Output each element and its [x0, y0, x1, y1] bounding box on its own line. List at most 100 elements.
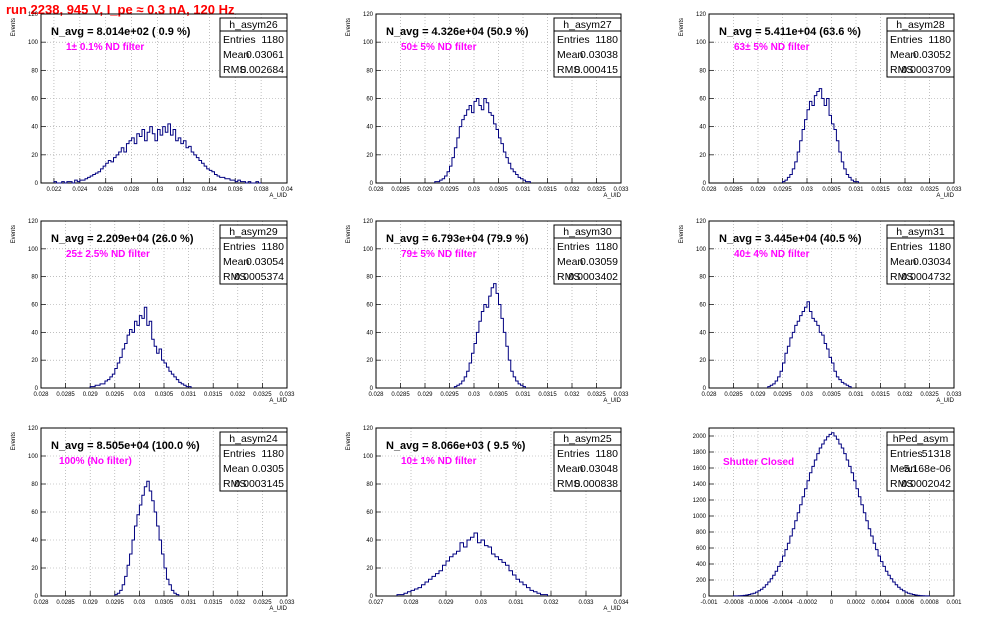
y-tick-label: 0	[370, 386, 374, 392]
stats-box	[553, 30, 622, 78]
histogram-name: h_asym27	[563, 19, 612, 31]
y-tick-label: 80	[366, 482, 373, 488]
y-tick-label: 2000	[693, 434, 707, 440]
x-tick-label: 0.029	[438, 600, 454, 606]
plot-frame	[40, 427, 288, 597]
x-tick-label: 0.0295	[773, 392, 792, 398]
y-tick-label: 20	[366, 358, 373, 364]
x-tick-label: 0.0305	[489, 392, 508, 398]
filter-note: 50± 5% ND filter	[401, 42, 477, 53]
histogram-name: h_asym29	[229, 226, 278, 238]
x-tick-label: 0.032	[897, 187, 913, 193]
histogram-panel: 0.028 0.0285 0.029 0.0295 0.03 0.0305 0.031 0.0…	[11, 219, 295, 404]
x-tick-label: 0.04	[281, 187, 293, 193]
histogram-title: N_avg = 4.326e+04 (50.9 %)	[386, 26, 529, 38]
x-tick-label: 0.029	[750, 392, 766, 398]
y-tick-label: 100	[696, 247, 707, 253]
y-tick-label: 20	[31, 153, 38, 159]
stats-box	[219, 444, 288, 492]
x-tick-label: 0.032	[897, 392, 913, 398]
x-tick-label: 0.032	[176, 187, 192, 193]
y-tick-label: 120	[696, 219, 707, 225]
y-tick-label: 20	[366, 566, 373, 572]
mean-label: Mean	[223, 463, 249, 475]
x-tick-label: 0.0004	[871, 600, 890, 606]
y-tick-label: 120	[28, 426, 39, 432]
rms-label: RMS	[557, 271, 580, 283]
x-tick-label: 0.029	[83, 392, 99, 398]
x-axis-label: A_UID	[269, 398, 287, 404]
y-tick-label: 80	[31, 275, 38, 281]
y-tick-label: 100	[28, 40, 39, 46]
x-tick-label: 0.03	[801, 392, 813, 398]
x-tick-label: 0.022	[46, 187, 62, 193]
y-tick-label: 120	[363, 12, 374, 18]
x-tick-label: 0	[830, 600, 834, 606]
entries-value: 1180	[261, 241, 284, 253]
x-tick-label: 0.038	[254, 187, 270, 193]
x-tick-label: 0.033	[578, 600, 594, 606]
x-tick-label: 0.03	[134, 392, 146, 398]
x-axis-label: A_UID	[269, 606, 287, 612]
y-tick-label: 100	[696, 40, 707, 46]
x-tick-label: -0.0008	[723, 600, 744, 606]
x-tick-label: 0.0315	[204, 600, 223, 606]
y-axis-label: Events	[11, 225, 17, 243]
histogram-title: N_avg = 6.793e+04 (79.9 %)	[386, 233, 529, 245]
rms-label: RMS	[223, 64, 246, 76]
y-tick-label: 100	[363, 454, 374, 460]
mean-value: -5.168e-06	[900, 463, 951, 475]
x-tick-label: 0.0325	[920, 187, 939, 193]
mean-value: 0.03034	[913, 256, 951, 268]
y-tick-label: 120	[696, 12, 707, 18]
stats-box	[553, 444, 622, 492]
x-tick-label: 0.03	[134, 600, 146, 606]
y-tick-label: 40	[366, 125, 373, 131]
histogram-title: N_avg = 8.505e+04 (100.0 %)	[51, 440, 200, 452]
y-tick-label: 0	[35, 181, 39, 187]
histogram-series	[89, 306, 192, 388]
histogram-series	[53, 123, 262, 184]
histogram-series	[767, 301, 852, 388]
y-tick-label: 80	[699, 68, 706, 74]
plot-frame	[40, 220, 288, 389]
rms-label: RMS	[557, 64, 580, 76]
plot-frame	[375, 427, 622, 597]
y-tick-label: 100	[28, 247, 39, 253]
x-tick-label: 0.03	[468, 392, 480, 398]
rms-label: RMS	[223, 478, 246, 490]
x-tick-label: 0.0305	[155, 392, 174, 398]
histogram-title: N_avg = 8.066e+03 ( 9.5 %)	[386, 440, 526, 452]
x-tick-label: 0.033	[946, 187, 962, 193]
histogram-title: N_avg = 8.014e+02 ( 0.9 %)	[51, 26, 191, 38]
filter-note: Shutter Closed	[723, 457, 794, 468]
x-tick-label: 0.0305	[822, 187, 841, 193]
x-tick-label: 0.0325	[920, 392, 939, 398]
entries-value: 1180	[928, 34, 951, 46]
rms-value: 0.0002042	[901, 478, 951, 490]
x-tick-label: 0.031	[515, 187, 531, 193]
y-tick-label: 40	[366, 330, 373, 336]
x-tick-label: 0.031	[181, 392, 197, 398]
rms-value: 0.0003402	[568, 271, 618, 283]
y-tick-label: 200	[696, 578, 707, 584]
mean-label: Mean	[890, 49, 916, 61]
y-tick-label: 40	[699, 125, 706, 131]
rms-value: 0.002684	[240, 64, 284, 76]
plot-frame	[375, 13, 622, 184]
histogram-panel: 0.027 0.028 0.029 0.03 0.031 0.032 0.033 0.034 0…	[346, 426, 629, 612]
y-axis-label: Events	[346, 432, 352, 450]
entries-value: 51318	[922, 448, 951, 460]
x-tick-label: 0.033	[613, 187, 629, 193]
y-axis-label: Events	[11, 432, 17, 450]
y-tick-label: 1600	[693, 466, 707, 472]
y-tick-label: 0	[703, 386, 707, 392]
mean-label: Mean	[223, 49, 249, 61]
y-tick-label: 0	[35, 386, 39, 392]
mean-label: Mean	[890, 463, 916, 475]
rms-value: 0.0004732	[901, 271, 951, 283]
stats-box	[886, 237, 955, 285]
x-tick-label: 0.028	[33, 392, 49, 398]
rms-value: 0.000838	[574, 478, 618, 490]
